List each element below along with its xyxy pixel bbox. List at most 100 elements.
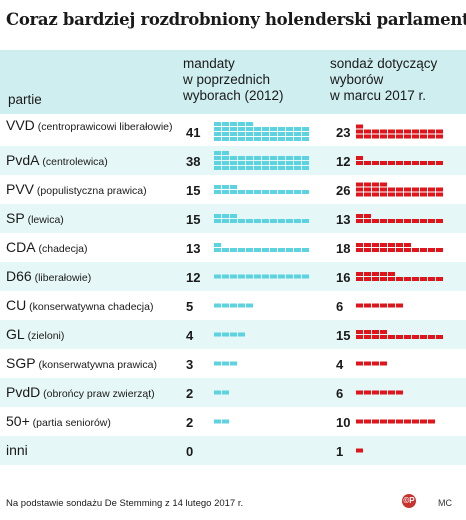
poll-2017-unit — [404, 192, 411, 197]
seats-2012-unit — [302, 274, 309, 279]
seats-2012-unit — [302, 156, 309, 160]
poll-2017-bar — [356, 124, 443, 139]
poll-2017-unit — [428, 248, 435, 252]
seats-2012-unit — [286, 166, 293, 170]
poll-2017-unit — [388, 129, 395, 134]
poll-2017-unit — [356, 182, 363, 187]
seats-2012-value: 38 — [186, 154, 201, 169]
seats-2012-unit — [214, 156, 221, 160]
seats-2012-value: 41 — [186, 125, 201, 140]
seats-2012-bar — [214, 332, 245, 337]
poll-2017-unit — [428, 219, 435, 223]
seats-2012-unit — [286, 127, 293, 131]
poll-2017-unit — [428, 161, 435, 165]
party-name: PvdD — [6, 384, 41, 400]
party-name: GL — [6, 326, 25, 342]
poll-2017-unit — [364, 192, 371, 197]
poll-2017-unit — [396, 419, 403, 424]
party-label: PvdA (centrolewica) — [6, 153, 108, 170]
poll-2017-unit — [364, 330, 371, 334]
seats-2012-unit — [302, 127, 309, 131]
party-row: PVV (populistyczna prawica) 15 26 — [0, 175, 466, 204]
poll-2017-unit — [356, 335, 363, 339]
poll-2017-value: 10 — [336, 415, 351, 430]
party-name: PVV — [6, 181, 35, 197]
seats-2012-unit — [294, 156, 301, 160]
seats-2012-unit — [222, 419, 229, 424]
poll-2017-unit — [412, 335, 419, 339]
party-row: CDA (chadecja) 13 18 — [0, 233, 466, 262]
seats-2012-unit — [222, 137, 229, 141]
seats-2012-unit — [214, 219, 221, 223]
poll-2017-bar — [356, 243, 443, 252]
seats-2012-unit — [262, 132, 269, 136]
seats-2012-unit — [222, 122, 229, 126]
poll-2017-unit — [364, 335, 371, 339]
seats-2012-unit — [246, 137, 253, 141]
poll-2017-unit — [372, 161, 379, 165]
party-row: 50+ (partia seniorów) 2 10 — [0, 407, 466, 436]
seats-2012-unit — [222, 127, 229, 131]
poll-2017-unit — [380, 192, 387, 197]
poll-2017-unit — [356, 219, 363, 223]
poll-2017-unit — [412, 187, 419, 192]
seats-2012-unit — [222, 274, 229, 279]
poll-2017-unit — [380, 134, 387, 139]
seats-2012-value: 2 — [186, 386, 194, 401]
party-name: SGP — [6, 355, 36, 371]
seats-2012-unit — [302, 166, 309, 170]
poll-2017-value: 4 — [336, 357, 344, 372]
seats-2012-unit — [262, 219, 269, 223]
party-name: CDA — [6, 239, 36, 255]
poll-2017-unit — [436, 187, 443, 192]
seats-2012-unit — [286, 132, 293, 136]
seats-2012-bar — [214, 390, 229, 395]
poll-2017-value: 16 — [336, 270, 351, 285]
party-row: SGP (konserwatywna prawica) 3 4 — [0, 349, 466, 378]
poll-2017-unit — [364, 134, 371, 139]
poll-2017-unit — [372, 182, 379, 187]
poll-2017-unit — [380, 390, 387, 395]
seats-2012-unit — [254, 248, 261, 252]
seats-2012-unit — [230, 248, 237, 252]
party-description: (liberałowie) — [31, 272, 92, 284]
seats-2012-unit — [238, 219, 245, 223]
seats-2012-unit — [278, 248, 285, 252]
seats-2012-unit — [230, 161, 237, 165]
poll-2017-unit — [396, 248, 403, 252]
header-party: partie — [8, 92, 42, 107]
seats-2012-unit — [254, 166, 261, 170]
seats-2012-unit — [246, 219, 253, 223]
seats-2012-bar — [214, 122, 309, 141]
poll-2017-unit — [388, 303, 395, 308]
poll-2017-unit — [396, 187, 403, 192]
seats-2012-unit — [286, 156, 293, 160]
party-description: (zieloni) — [24, 330, 65, 342]
seats-2012-unit — [214, 151, 221, 155]
seats-2012-unit — [302, 190, 309, 194]
seats-2012-unit — [278, 161, 285, 165]
poll-2017-value: 6 — [336, 386, 344, 401]
seats-2012-unit — [294, 127, 301, 131]
poll-2017-unit — [404, 335, 411, 339]
seats-2012-unit — [262, 127, 269, 131]
seats-2012-unit — [254, 274, 261, 279]
seats-2012-unit — [254, 161, 261, 165]
seats-2012-unit — [222, 190, 229, 194]
seats-2012-value: 12 — [186, 270, 201, 285]
poll-2017-unit — [388, 187, 395, 192]
poll-2017-unit — [372, 419, 379, 424]
poll-2017-unit — [364, 277, 371, 281]
seats-2012-unit — [294, 166, 301, 170]
seats-2012-bar — [214, 274, 309, 279]
seats-2012-unit — [230, 361, 237, 366]
seats-2012-unit — [278, 274, 285, 279]
seats-2012-unit — [246, 161, 253, 165]
seats-2012-unit — [246, 156, 253, 160]
party-label: PvdD (obrońcy praw zwierząt) — [6, 385, 155, 402]
seats-2012-unit — [238, 161, 245, 165]
seats-2012-unit — [214, 214, 221, 218]
poll-2017-unit — [380, 161, 387, 165]
poll-2017-unit — [420, 219, 427, 223]
seats-2012-unit — [286, 137, 293, 141]
